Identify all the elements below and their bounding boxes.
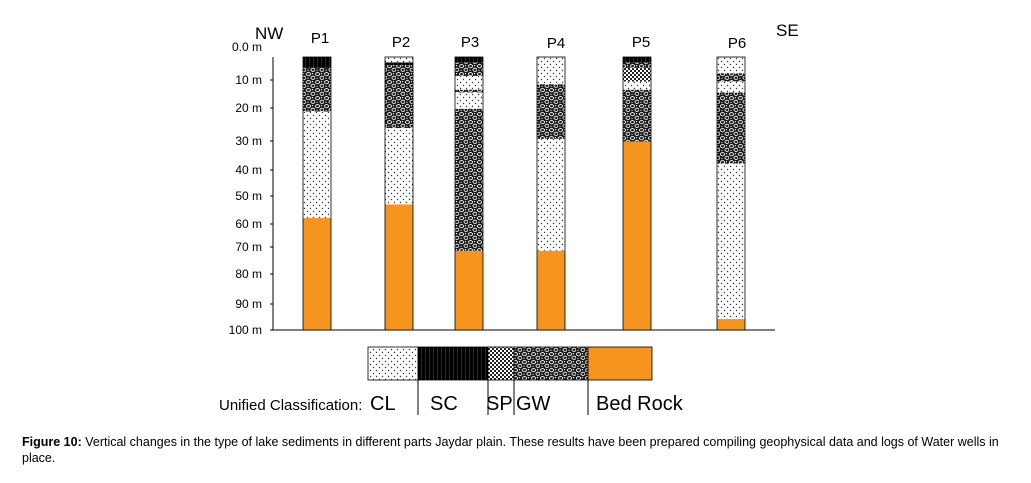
layer-cl xyxy=(537,138,565,251)
layer-gw xyxy=(537,84,565,139)
well-outline xyxy=(536,56,566,331)
well-label: P5 xyxy=(632,34,650,51)
well-label: P1 xyxy=(311,30,329,47)
figure-caption: Figure 10: Vertical changes in the type … xyxy=(22,434,1012,466)
layer-cl xyxy=(303,111,331,219)
depth-tick-label: 80 m xyxy=(235,267,262,281)
layer-cl xyxy=(455,76,483,90)
layer-bed-rock xyxy=(717,319,745,330)
depth-tick-label: 90 m xyxy=(235,297,262,311)
depth-tick-label: 10 m xyxy=(235,73,262,87)
stratigraphic-diagram: NW SE 0.0 m 10 m 20 m 30 m 40 m 50 m 60 m 70 m 8… xyxy=(219,21,799,415)
layer-bed-rock xyxy=(537,250,565,330)
layer-bed-rock xyxy=(455,250,483,330)
legend-swatch-gw xyxy=(513,346,589,381)
layer-sc xyxy=(455,57,483,63)
caption-text: Vertical changes in the type of lake sed… xyxy=(22,435,999,465)
layer-gw xyxy=(717,92,745,164)
layer-bed-rock xyxy=(385,204,413,330)
layer-gw xyxy=(455,62,483,77)
well-outline xyxy=(302,56,332,331)
well-outline xyxy=(716,56,746,331)
layer-cl xyxy=(717,163,745,320)
legend-swatch-bed-rock xyxy=(587,346,653,381)
well-label: P4 xyxy=(547,35,565,52)
well-column-p4: P4 xyxy=(536,35,566,331)
layer-gw xyxy=(303,67,331,112)
layer-sc xyxy=(385,62,413,66)
depth-tick-label: 50 m xyxy=(235,189,262,203)
layer-gw xyxy=(385,65,413,128)
well-outline xyxy=(384,56,414,331)
depth-tick-label: 20 m xyxy=(235,101,262,115)
layer-cl xyxy=(623,81,651,90)
layer-sc xyxy=(623,57,651,63)
layer-gw xyxy=(455,89,483,93)
legend-label-gw: GW xyxy=(516,393,551,415)
layer-cl xyxy=(717,57,745,74)
legend-label-sp: SP xyxy=(486,393,513,415)
direction-se-label: SE xyxy=(776,21,799,40)
well-column-p2: P2 xyxy=(384,34,414,331)
well-column-p1: P1 xyxy=(302,30,332,331)
layer-cl xyxy=(385,127,413,205)
well-column-p3: P3 xyxy=(454,34,484,331)
depth-tick-label: 40 m xyxy=(235,163,262,177)
depth-tick-label: 30 m xyxy=(235,134,262,148)
layer-bed-rock xyxy=(303,218,331,330)
depth-axis: 0.0 m 10 m 20 m 30 m 40 m 50 m 60 m 70 m 80 m 90 … xyxy=(229,40,775,337)
layer-gw xyxy=(455,108,483,251)
layer-gw xyxy=(623,62,651,68)
legend-label-sc: SC xyxy=(430,393,458,415)
legend-label-cl: CL xyxy=(370,393,396,415)
legend-swatch-sc xyxy=(417,346,489,381)
direction-nw-label: NW xyxy=(255,24,283,43)
well-label: P2 xyxy=(392,34,410,51)
layer-cl xyxy=(455,92,483,109)
layer-bed-rock xyxy=(623,141,651,330)
legend-prefix: Unified Classification: xyxy=(219,397,362,414)
layer-cl xyxy=(537,57,565,85)
well-column-p6: P6 xyxy=(716,35,746,331)
caption-label: Figure 10: xyxy=(22,435,82,449)
layer-cl xyxy=(385,57,413,63)
depth-tick-label: 100 m xyxy=(229,323,262,337)
well-outline xyxy=(622,56,652,331)
layer-cl xyxy=(717,81,745,93)
layer-gw xyxy=(623,89,651,142)
depth-tick-label: 60 m xyxy=(235,217,262,231)
well-label: P6 xyxy=(728,35,746,52)
layer-sc xyxy=(303,57,331,68)
depth-tick-label: 0.0 m xyxy=(232,40,262,54)
well-columns: P1 P2 P3 P4 P5 P6 xyxy=(302,30,746,331)
legend-swatch-cl xyxy=(367,346,419,381)
layer-gw xyxy=(717,73,745,82)
well-outline xyxy=(454,56,484,331)
legend-swatch-sp xyxy=(487,346,515,381)
well-column-p5: P5 xyxy=(622,34,652,331)
legend: Unified Classification: CL SC SP GW Bed Rock xyxy=(219,346,684,415)
layer-sp xyxy=(623,67,651,82)
legend-label-bed-rock: Bed Rock xyxy=(596,393,684,415)
well-label: P3 xyxy=(461,34,479,51)
depth-tick-label: 70 m xyxy=(235,240,262,254)
